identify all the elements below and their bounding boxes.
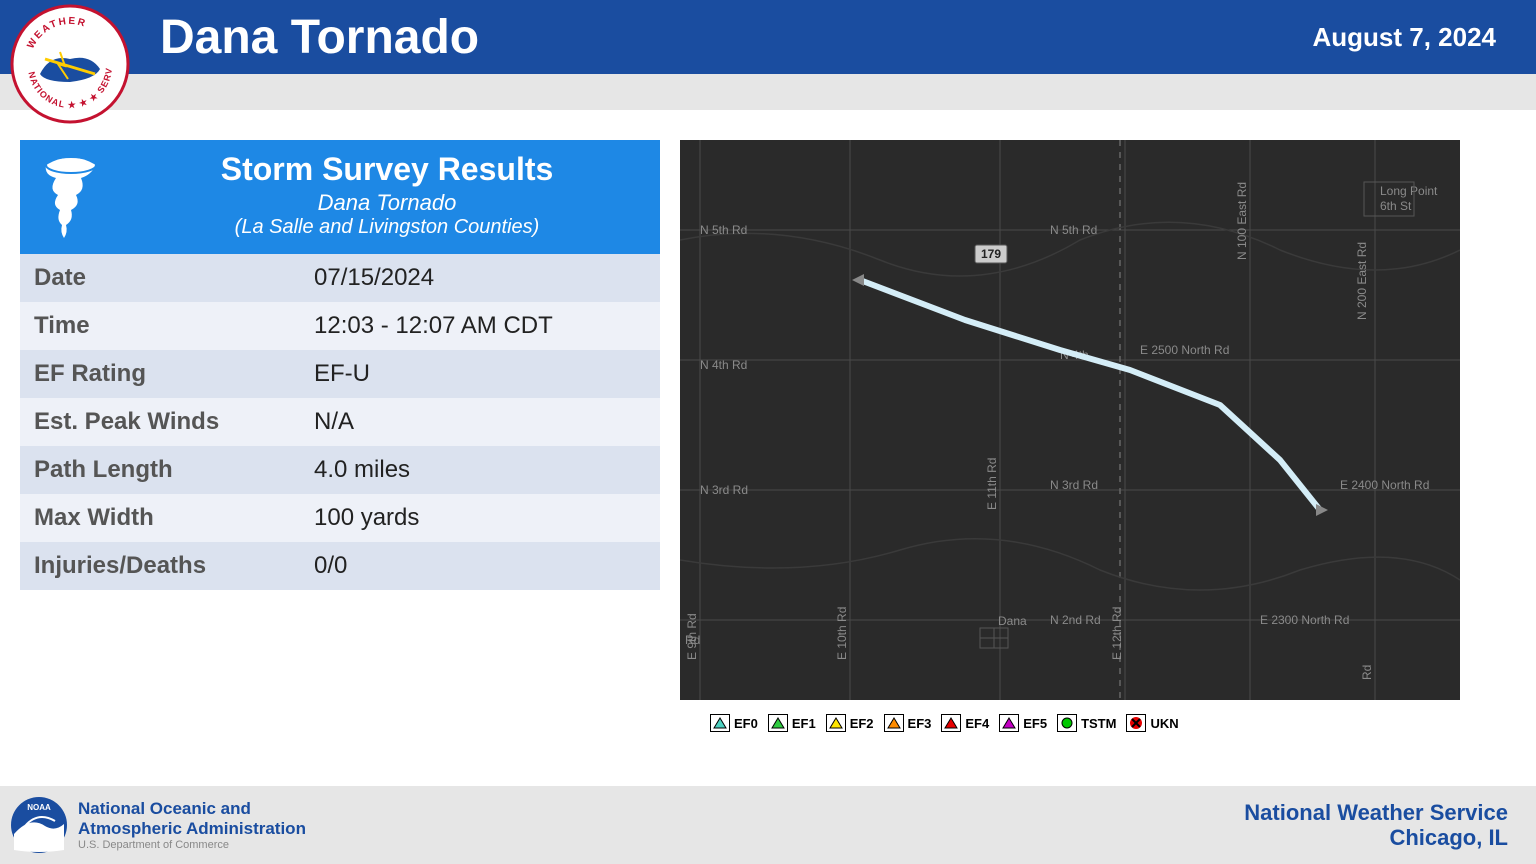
table-row: Max Width100 yards	[20, 494, 660, 542]
svg-text:Rd: Rd	[1360, 665, 1374, 680]
svg-text:N 4th Rd: N 4th Rd	[700, 358, 747, 372]
row-label: EF Rating	[20, 350, 300, 398]
footer-right-line2: Chicago, IL	[1244, 825, 1508, 850]
survey-counties: (La Salle and Livingston Counties)	[130, 216, 644, 239]
legend-label: TSTM	[1081, 716, 1116, 731]
svg-text:N 3rd Rd: N 3rd Rd	[700, 483, 748, 497]
legend-swatch	[768, 714, 788, 732]
svg-text:N 5th Rd: N 5th Rd	[700, 223, 747, 237]
legend-label: EF1	[792, 716, 816, 731]
table-row: Est. Peak WindsN/A	[20, 398, 660, 446]
survey-name: Dana Tornado	[130, 190, 644, 216]
table-row: Path Length4.0 miles	[20, 446, 660, 494]
legend-label: EF4	[965, 716, 989, 731]
row-label: Time	[20, 302, 300, 350]
row-label: Est. Peak Winds	[20, 398, 300, 446]
tornado-icon	[36, 150, 106, 240]
svg-text:179: 179	[981, 247, 1001, 261]
row-value: EF-U	[300, 350, 660, 398]
row-label: Path Length	[20, 446, 300, 494]
row-label: Max Width	[20, 494, 300, 542]
svg-text:6th St: 6th St	[1380, 199, 1412, 213]
legend-item: EF2	[826, 714, 874, 732]
survey-table-container: Storm Survey Results Dana Tornado (La Sa…	[20, 140, 660, 732]
svg-text:E 2500 North Rd: E 2500 North Rd	[1140, 343, 1229, 357]
svg-text:NOAA: NOAA	[27, 803, 51, 812]
legend-item: EF0	[710, 714, 758, 732]
row-value: 0/0	[300, 542, 660, 590]
legend-swatch	[1126, 714, 1146, 732]
svg-text:E 10th Rd: E 10th Rd	[835, 607, 849, 660]
row-value: 12:03 - 12:07 AM CDT	[300, 302, 660, 350]
table-row: Date07/15/2024	[20, 254, 660, 302]
svg-text:Dana: Dana	[998, 614, 1027, 628]
ef-legend: EF0 EF1 EF2 EF3 EF4 EF5 TSTM UKN	[680, 714, 1516, 732]
svg-text:N 3rd Rd: N 3rd Rd	[1050, 478, 1098, 492]
legend-label: UKN	[1150, 716, 1178, 731]
page-title: Dana Tornado	[160, 10, 479, 65]
table-row: Time12:03 - 12:07 AM CDT	[20, 302, 660, 350]
survey-header: Storm Survey Results Dana Tornado (La Sa…	[20, 140, 660, 254]
row-label: Date	[20, 254, 300, 302]
nws-logo: WEATHER NATIONAL ★ ★ ★ SERVICE	[10, 4, 130, 124]
svg-text:E 11th Rd: E 11th Rd	[985, 458, 999, 510]
row-value: N/A	[300, 398, 660, 446]
legend-item: EF4	[941, 714, 989, 732]
legend-item: EF1	[768, 714, 816, 732]
footer-org-line2: Atmospheric Administration	[78, 819, 306, 839]
track-map: N 5th RdN 5th RdN 4th RdN 4thE 2500 Nort…	[680, 140, 1460, 700]
svg-text:E 9th Rd: E 9th Rd	[685, 613, 699, 660]
table-row: Injuries/Deaths0/0	[20, 542, 660, 590]
legend-item: UKN	[1126, 714, 1178, 732]
table-row: EF RatingEF-U	[20, 350, 660, 398]
legend-label: EF3	[908, 716, 932, 731]
legend-swatch	[884, 714, 904, 732]
legend-swatch	[710, 714, 730, 732]
header-band: Dana Tornado August 7, 2024	[0, 0, 1536, 74]
legend-item: EF5	[999, 714, 1047, 732]
svg-text:E 2400 North Rd: E 2400 North Rd	[1340, 478, 1429, 492]
row-label: Injuries/Deaths	[20, 542, 300, 590]
noaa-logo: NOAA	[10, 796, 68, 854]
svg-text:N 5th Rd: N 5th Rd	[1050, 223, 1097, 237]
legend-item: EF3	[884, 714, 932, 732]
legend-label: EF0	[734, 716, 758, 731]
row-value: 07/15/2024	[300, 254, 660, 302]
legend-swatch	[826, 714, 846, 732]
svg-text:N 200 East Rd: N 200 East Rd	[1355, 242, 1369, 320]
survey-title: Storm Survey Results	[130, 151, 644, 188]
row-value: 4.0 miles	[300, 446, 660, 494]
header-sub-band	[0, 74, 1536, 110]
legend-swatch	[1057, 714, 1077, 732]
svg-text:E 2300 North Rd: E 2300 North Rd	[1260, 613, 1349, 627]
svg-text:Long Point: Long Point	[1380, 184, 1438, 198]
legend-item: TSTM	[1057, 714, 1116, 732]
legend-label: EF5	[1023, 716, 1047, 731]
footer-dept: U.S. Department of Commerce	[78, 839, 306, 851]
footer-right-line1: National Weather Service	[1244, 800, 1508, 825]
survey-table: Date07/15/2024Time12:03 - 12:07 AM CDTEF…	[20, 254, 660, 590]
footer: NOAA National Oceanic and Atmospheric Ad…	[0, 786, 1536, 864]
legend-label: EF2	[850, 716, 874, 731]
header-date: August 7, 2024	[1312, 22, 1496, 53]
svg-text:N 100 East Rd: N 100 East Rd	[1235, 182, 1249, 260]
footer-org-line1: National Oceanic and	[78, 799, 306, 819]
legend-swatch	[941, 714, 961, 732]
legend-swatch	[999, 714, 1019, 732]
row-value: 100 yards	[300, 494, 660, 542]
svg-text:E 12th Rd: E 12th Rd	[1110, 607, 1124, 660]
svg-text:N 2nd Rd: N 2nd Rd	[1050, 613, 1101, 627]
